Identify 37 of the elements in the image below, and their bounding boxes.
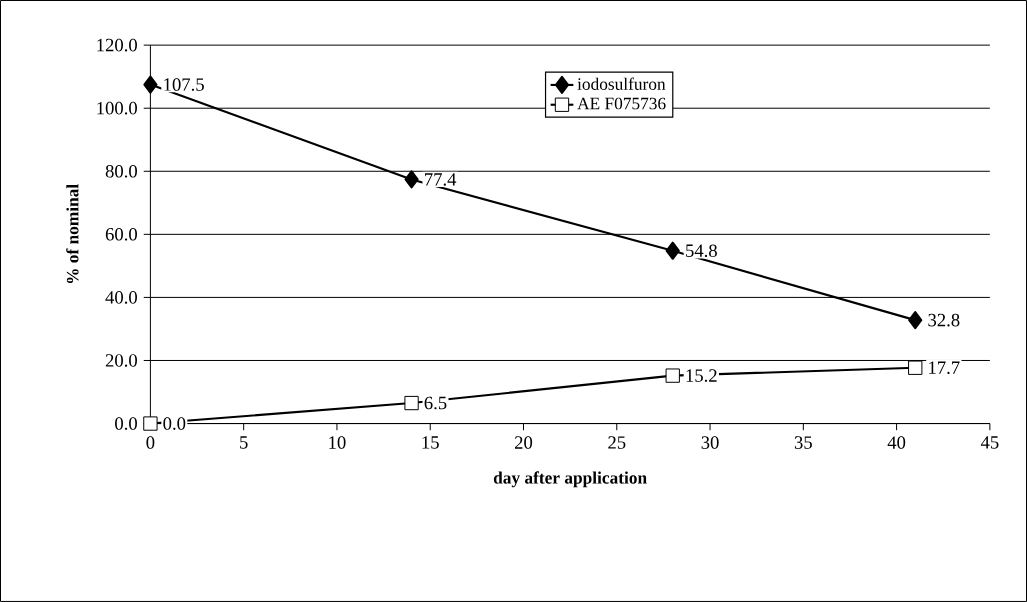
data-label: 17.7 bbox=[929, 361, 960, 375]
point bbox=[143, 416, 158, 431]
x-tick-label: 0 bbox=[146, 436, 155, 449]
data-label: 6.5 bbox=[424, 396, 447, 410]
y-axis-title: % of nominal bbox=[66, 184, 79, 284]
point bbox=[908, 360, 923, 375]
x-tick-label: 30 bbox=[701, 436, 719, 449]
point bbox=[404, 395, 419, 411]
point bbox=[665, 241, 680, 260]
y-tick-label: 120.0 bbox=[97, 38, 137, 52]
y-tick-label: 40.0 bbox=[105, 291, 137, 304]
point bbox=[404, 170, 419, 189]
point bbox=[908, 311, 923, 330]
x-tick-label: 45 bbox=[980, 436, 999, 449]
x-tick-label: 5 bbox=[240, 436, 248, 449]
y-tick-label: 0.0 bbox=[115, 417, 137, 430]
x-tick-label: 15 bbox=[422, 436, 439, 449]
y-tick-label: 20.0 bbox=[105, 354, 137, 367]
x-tick-label: 25 bbox=[608, 436, 626, 449]
x-axis-title: day after application bbox=[493, 471, 647, 488]
legend-label: AE F075736 bbox=[577, 97, 666, 110]
x-tick-label: 40 bbox=[887, 436, 906, 449]
data-label: 0.0 bbox=[163, 417, 186, 430]
y-tick-label: 60.0 bbox=[105, 228, 137, 241]
legend-label: iodosulfuron bbox=[577, 77, 666, 90]
x-tick-label: 10 bbox=[329, 436, 346, 449]
data-label: 77.4 bbox=[425, 173, 457, 186]
y-tick-label: 80.0 bbox=[105, 164, 137, 178]
y-tick-label: 100.0 bbox=[97, 101, 137, 115]
point bbox=[665, 368, 680, 383]
data-label: 32.8 bbox=[928, 313, 960, 327]
x-tick-label: 35 bbox=[794, 436, 812, 449]
data-label: 54.8 bbox=[686, 244, 717, 258]
x-tick-label: 20 bbox=[514, 436, 533, 449]
point bbox=[143, 75, 158, 94]
data-label: 107.5 bbox=[164, 78, 204, 91]
data-label: 15.2 bbox=[686, 369, 717, 382]
